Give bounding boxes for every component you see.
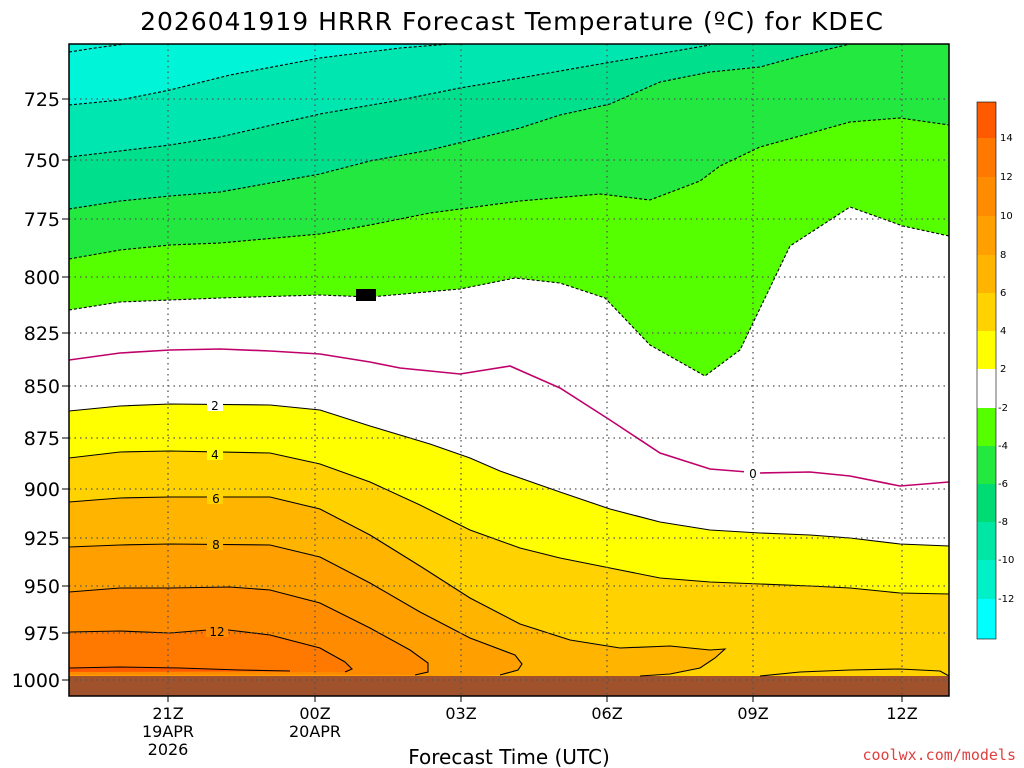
colorbar-cell [977,484,996,522]
colorbar-cell [977,138,996,177]
x-tick-sublabel: 19APR [142,722,194,741]
contour-label-4: 4 [211,448,219,462]
y-tick-label: 875 [24,428,60,450]
x-tick-label: 06Z [591,704,622,723]
contour-label-minus2: -2 [362,289,374,303]
colorbar-label: -10 [998,555,1014,566]
colorbar-label: -12 [998,594,1014,605]
x-tick-label: 21Z [152,704,183,723]
contours [69,44,949,677]
colorbar-label: -8 [998,517,1008,528]
contour-label-12: 12 [209,625,224,639]
colorbar-label: 6 [1000,288,1006,299]
colorbar-label: 14 [1000,133,1013,144]
contour-minus4 [69,117,949,260]
colorbar-cell [977,408,996,446]
band-12 [69,629,352,672]
colorbar-cell [977,331,996,369]
y-tick-label: 725 [24,89,60,111]
y-tick-label: 775 [24,209,60,231]
contour-12 [69,628,353,673]
y-tick-label: 750 [24,150,60,172]
colorbar-cell [977,560,996,599]
y-grid [69,98,949,681]
colorbar-label: -6 [998,479,1008,490]
y-tick-label: 850 [24,376,60,398]
plot-area: -2 0 2 4 6 8 12 [69,44,949,696]
colorbar-label: 12 [1000,172,1013,183]
y-tick-label: 1000 [12,670,60,692]
y-tick-label: 950 [24,576,60,598]
x-tick-label: 12Z [886,704,917,723]
colorbar-cell [977,216,996,255]
contour-8 [69,543,523,676]
contour-14 [69,666,291,672]
ground [69,676,949,696]
y-tick-label: 800 [24,267,60,289]
colorbar-label: -2 [998,403,1008,414]
colorbar: 14 12 10 8 6 4 2 -2 -4 -6 -8 -10 -12 [976,101,1014,640]
y-tick-label: 825 [24,323,60,345]
colorbar-label: 8 [1000,250,1006,261]
x-axis-label: Forecast Time (UTC) [408,745,610,768]
y-axis: 725 750 775 800 825 850 875 900 925 950 … [12,89,69,692]
colorbar-cell [977,599,996,639]
colorbar-cell [977,369,996,408]
contour-0 [69,348,949,487]
y-tick-label: 925 [24,528,60,550]
colorbar-label: 10 [1000,211,1013,222]
band-14 [69,667,290,672]
colorbar-cell [977,102,996,138]
contour-minus6 [69,44,851,210]
chart-title: 2026041919 HRRR Forecast Temperature (ºC… [140,7,884,36]
x-tick-label: 03Z [445,704,476,723]
x-tick-label: 00Z [299,704,330,723]
x-tick-label: 09Z [737,704,768,723]
plot-frame [68,43,950,697]
contour-labels: -2 0 2 4 6 8 12 [206,289,760,639]
contour-4-surface [759,668,949,677]
credit-link[interactable]: coolwx.com/models [862,746,1016,764]
contour-10 [69,586,429,676]
contour-minus8 [69,44,711,158]
contour-label-2: 2 [211,399,219,413]
x-grid [167,44,903,696]
x-tick-sublabel: 20APR [289,722,341,741]
colorbar-frame [976,101,997,640]
contour-minus10 [69,44,451,106]
colorbar-cell [977,522,996,560]
y-tick-label: 975 [24,623,60,645]
contour-minus12 [69,44,126,53]
colorbar-cell [977,177,996,216]
contour-label-0: 0 [749,467,757,481]
contour-6 [69,496,727,677]
contour-4 [69,450,949,595]
colorbar-cell [977,293,996,331]
x-tick-sublabel: 2026 [148,740,189,759]
contour-2 [69,403,949,547]
colorbar-label: 2 [1000,364,1006,375]
contour-label-6: 6 [212,492,220,506]
colorbar-label: 4 [1000,326,1006,337]
colorbar-cell [977,446,996,484]
contour-label-8: 8 [212,538,220,552]
x-axis: 21Z 19APR 2026 00Z 20APR 03Z 06Z 09Z 12Z [142,696,918,759]
contour-minus2 [69,206,949,377]
colorbar-label: -4 [998,441,1008,452]
colorbar-cell [977,255,996,293]
y-tick-label: 900 [24,479,60,501]
